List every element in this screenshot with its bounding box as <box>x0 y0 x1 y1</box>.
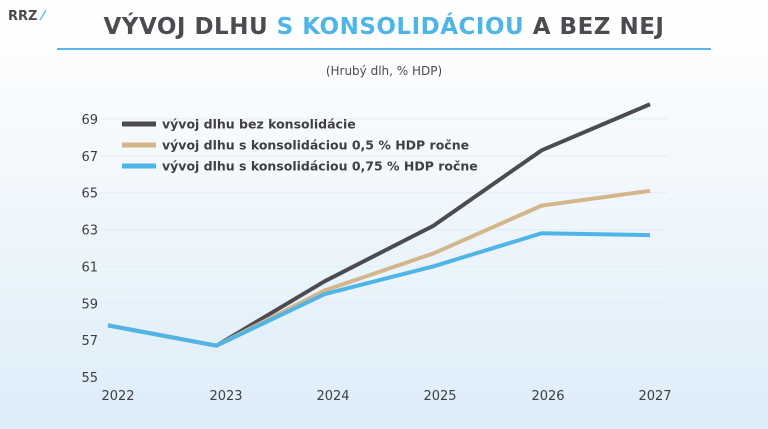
y-tick-label: 59 <box>81 297 98 312</box>
y-tick-label: 57 <box>81 334 98 349</box>
x-tick-label: 2025 <box>423 389 456 404</box>
x-tick-label: 2024 <box>316 389 349 404</box>
legend-label: vývoj dlhu bez konsolidácie <box>162 117 356 132</box>
title-part1: VÝVOJ DLHU <box>103 14 277 40</box>
title-part2: A BEZ NEJ <box>524 14 665 40</box>
y-tick-label: 67 <box>81 150 98 165</box>
series-line-2 <box>107 188 651 348</box>
x-tick-label: 2023 <box>209 389 242 404</box>
y-tick-label: 61 <box>81 260 98 275</box>
x-tick-label: 2027 <box>638 389 671 404</box>
logo-slash-icon: ⁄ <box>41 9 45 24</box>
series-line-3 <box>107 231 651 348</box>
rrz-logo: RRZ ⁄ <box>8 9 44 24</box>
legend-label: vývoj dlhu s konsolidáciou 0,75 % HDP ro… <box>162 159 478 174</box>
y-tick-label: 63 <box>81 224 98 239</box>
chart-subtitle: (Hrubý dlh, % HDP) <box>325 64 443 78</box>
y-tick-label: 65 <box>81 187 98 202</box>
legend-label: vývoj dlhu s konsolidáciou 0,5 % HDP roč… <box>162 138 469 153</box>
y-tick-label: 69 <box>81 113 98 128</box>
x-tick-label: 2026 <box>531 389 564 404</box>
title-highlight: S KONSOLIDÁCIOU <box>276 14 525 40</box>
logo-text: RRZ <box>8 9 38 24</box>
title-underline <box>57 48 711 50</box>
chart-title: VÝVOJ DLHU S KONSOLIDÁCIOU A BEZ NEJ <box>0 14 768 40</box>
x-tick-label: 2022 <box>101 389 134 404</box>
y-tick-label: 55 <box>81 371 98 386</box>
